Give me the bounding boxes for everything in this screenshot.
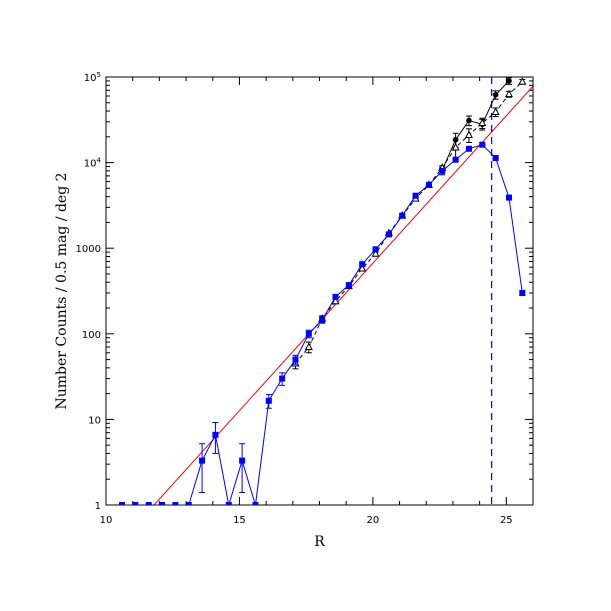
data-point-square: [492, 155, 499, 162]
series-blue-squares: [119, 141, 526, 505]
data-point-triangle: [331, 296, 340, 305]
data-point-square: [145, 502, 152, 505]
data-point-square: [479, 141, 486, 148]
y-tick-label: 105: [84, 71, 101, 84]
data-point-square: [132, 502, 139, 505]
data-point-square: [185, 502, 192, 505]
data-point-square: [465, 145, 472, 152]
y-tick-label: 1: [95, 501, 101, 512]
x-tick-label: 25: [500, 515, 513, 526]
data-point-square: [439, 167, 446, 174]
data-point-square: [385, 231, 392, 238]
data-point-square: [332, 293, 339, 300]
data-point-square: [199, 457, 206, 464]
data-point-square: [305, 330, 312, 337]
y-tick-labels: 1 10 100 1000 104 105: [76, 71, 102, 512]
data-point-triangle: [304, 342, 313, 351]
data-point-triangle: [504, 89, 514, 98]
data-point-square: [319, 316, 326, 323]
x-tick-label: 15: [233, 515, 246, 526]
data-point-square: [359, 261, 366, 268]
data-point-square: [425, 181, 432, 188]
y-tick-label: 104: [84, 157, 102, 170]
series-line: [295, 81, 523, 364]
data-point-square: [252, 502, 259, 505]
data-point-circle: [466, 117, 472, 124]
data-point-square: [239, 457, 246, 464]
data-point-triangle: [491, 107, 500, 116]
data-point-square: [345, 282, 352, 289]
series-line: [441, 80, 510, 171]
data-point-triangle: [358, 263, 367, 272]
data-point-square: [412, 192, 419, 199]
data-point-square: [172, 502, 179, 505]
plot-area: [119, 77, 533, 505]
data-point-triangle: [478, 118, 487, 127]
x-tick-label: 20: [367, 515, 380, 526]
data-point-square: [279, 375, 286, 382]
data-point-square: [265, 397, 272, 404]
axis-ticks: [105, 76, 534, 506]
data-point-square: [292, 356, 299, 363]
y-tick-label: 100: [82, 330, 101, 341]
data-point-circle: [492, 91, 499, 98]
data-point-square: [452, 156, 459, 163]
data-point-square: [159, 502, 166, 505]
data-point-triangle: [464, 130, 473, 139]
data-point-square: [119, 502, 126, 505]
data-point-square: [505, 194, 512, 201]
y-tick-label: 1000: [76, 244, 101, 255]
data-point-triangle: [451, 142, 460, 151]
data-point-triangle: [518, 77, 527, 85]
series-line: [122, 144, 523, 505]
data-point-square: [212, 431, 219, 438]
x-tick-labels: 10 15 20 25: [100, 515, 513, 526]
data-point-square: [519, 289, 526, 296]
data-point-square: [225, 502, 232, 505]
y-tick-label: 10: [88, 415, 101, 426]
data-point-square: [372, 246, 379, 253]
data-point-square: [399, 212, 406, 219]
x-tick-label: 10: [100, 515, 113, 526]
y-axis-title: Number Counts / 0.5 mag / deg 2: [54, 172, 70, 409]
x-axis-title: R: [314, 534, 325, 550]
data-point-triangle: [371, 249, 380, 257]
model-line: [153, 85, 533, 505]
data-point-circle: [506, 78, 512, 84]
series-filled-circles: [439, 77, 512, 176]
